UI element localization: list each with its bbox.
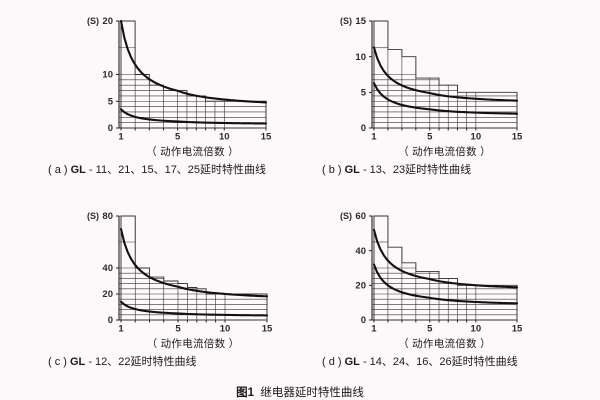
svg-text:40: 40 bbox=[355, 246, 366, 257]
svg-text:1: 1 bbox=[371, 132, 377, 143]
svg-text:10: 10 bbox=[471, 324, 482, 335]
svg-text:40: 40 bbox=[102, 263, 113, 274]
svg-text:(S): (S) bbox=[340, 211, 352, 221]
svg-text:15: 15 bbox=[512, 324, 523, 335]
svg-text:(S): (S) bbox=[340, 16, 352, 26]
svg-text:15: 15 bbox=[355, 16, 366, 27]
svg-text:5: 5 bbox=[175, 132, 181, 143]
svg-text:60: 60 bbox=[355, 211, 366, 222]
svg-text:1: 1 bbox=[118, 324, 124, 335]
svg-text:5: 5 bbox=[175, 324, 181, 335]
svg-text:1: 1 bbox=[118, 132, 124, 143]
svg-text:5: 5 bbox=[361, 88, 367, 99]
svg-text:5: 5 bbox=[108, 96, 114, 107]
svg-text:15: 15 bbox=[512, 132, 523, 143]
svg-text:10: 10 bbox=[219, 132, 230, 143]
svg-text:10: 10 bbox=[471, 132, 482, 143]
svg-text:5: 5 bbox=[427, 324, 433, 335]
svg-text:0: 0 bbox=[361, 315, 366, 326]
svg-text:(S): (S) bbox=[87, 211, 99, 221]
svg-text:20: 20 bbox=[355, 281, 366, 292]
svg-text:0: 0 bbox=[361, 123, 366, 134]
svg-text:0: 0 bbox=[108, 315, 113, 326]
svg-text:15: 15 bbox=[262, 324, 273, 335]
svg-text:20: 20 bbox=[102, 16, 113, 27]
svg-text:80: 80 bbox=[102, 211, 113, 222]
svg-text:1: 1 bbox=[371, 324, 377, 335]
svg-text:10: 10 bbox=[102, 70, 113, 81]
svg-text:15: 15 bbox=[261, 132, 272, 143]
svg-text:10: 10 bbox=[355, 52, 366, 63]
svg-text:5: 5 bbox=[427, 132, 433, 143]
svg-text:(S): (S) bbox=[87, 16, 99, 26]
svg-text:20: 20 bbox=[102, 289, 113, 300]
svg-text:10: 10 bbox=[220, 324, 231, 335]
svg-text:0: 0 bbox=[108, 123, 113, 134]
